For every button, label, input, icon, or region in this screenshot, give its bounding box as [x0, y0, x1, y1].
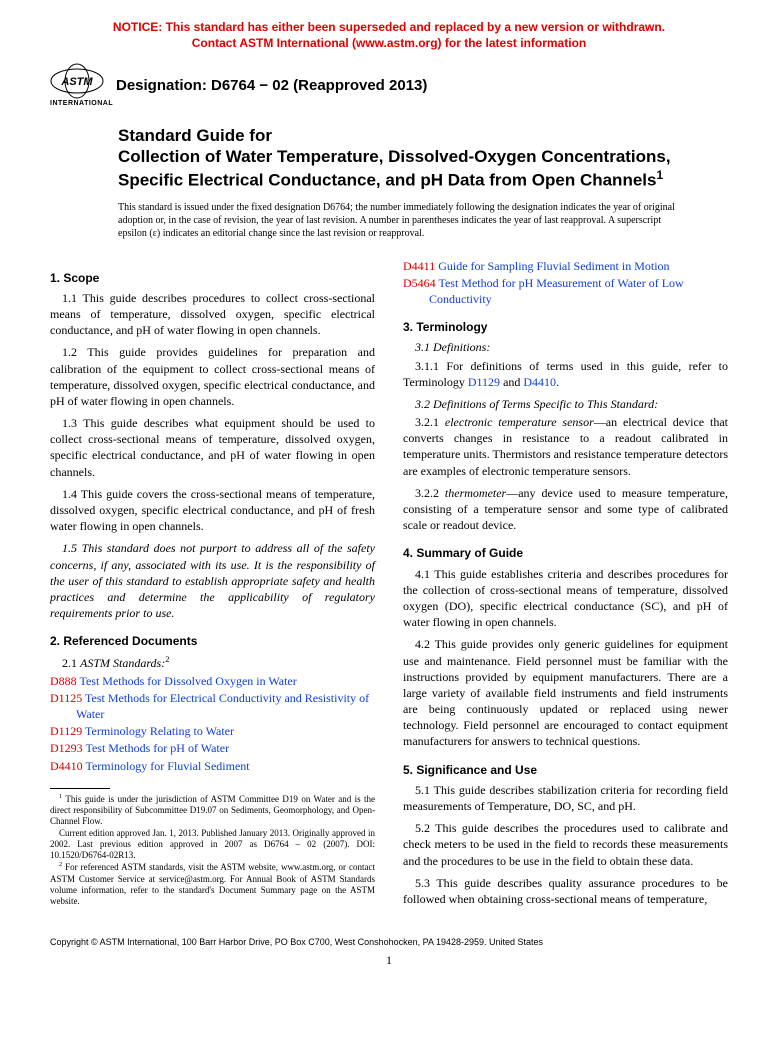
- ref-item: D1129 Terminology Relating to Water: [50, 723, 375, 739]
- footnote-rule: [50, 788, 110, 789]
- para-4-2: 4.2 This guide provides only generic gui…: [403, 636, 728, 749]
- page-number: 1: [50, 953, 728, 968]
- notice-line-2: Contact ASTM International (www.astm.org…: [192, 36, 586, 50]
- astm-logo: ASTM INTERNATIONAL: [50, 63, 104, 107]
- title-lead: Standard Guide for: [118, 125, 728, 146]
- footnote-1-text: This guide is under the jurisdiction of …: [50, 794, 375, 827]
- ref-title[interactable]: Guide for Sampling Fluvial Sediment in M…: [438, 259, 669, 273]
- ref-item: D5464 Test Method for pH Measurement of …: [403, 275, 728, 307]
- ref-code[interactable]: D888: [50, 674, 77, 688]
- para-3-2-2: 3.2.2 thermometer—any device used to mea…: [403, 485, 728, 534]
- designation: Designation: D6764 − 02 (Reapproved 2013…: [116, 77, 427, 94]
- section-2-head: 2. Referenced Documents: [50, 633, 375, 649]
- para-5-1: 5.1 This guide describes stabilization c…: [403, 782, 728, 814]
- para-1-3: 1.3 This guide describes what equipment …: [50, 415, 375, 480]
- para-3-2-1-num: 3.2.1: [415, 415, 445, 429]
- astm-logo-icon: ASTM: [50, 63, 104, 99]
- issuance-note: This standard is issued under the fixed …: [118, 201, 688, 240]
- section-5-head: 5. Significance and Use: [403, 762, 728, 778]
- ref-title[interactable]: Test Methods for pH of Water: [85, 741, 229, 755]
- ref-code[interactable]: D1129: [50, 724, 82, 738]
- left-column: 1. Scope 1.1 This guide describes proced…: [50, 258, 375, 914]
- para-4-1: 4.1 This guide establishes criteria and …: [403, 566, 728, 631]
- section-1-head: 1. Scope: [50, 270, 375, 286]
- ref-list-left: D888 Test Methods for Dissolved Oxygen i…: [50, 673, 375, 774]
- ref-item: D4411 Guide for Sampling Fluvial Sedimen…: [403, 258, 728, 274]
- para-1-5: 1.5 This standard does not purport to ad…: [50, 540, 375, 621]
- page: NOTICE: This standard has either been su…: [0, 0, 778, 988]
- para-1-4: 1.4 This guide covers the cross-sectiona…: [50, 486, 375, 535]
- footnote-1b: Current edition approved Jan. 1, 2013. P…: [50, 828, 375, 862]
- ref-item: D4410 Terminology for Fluvial Sediment: [50, 758, 375, 774]
- link-d4410[interactable]: D4410: [523, 375, 556, 389]
- para-5-3: 5.3 This guide describes quality assuran…: [403, 875, 728, 907]
- para-3-1-1-b: .: [556, 375, 559, 389]
- ref-list-right: D4411 Guide for Sampling Fluvial Sedimen…: [403, 258, 728, 308]
- ref-code[interactable]: D1125: [50, 691, 82, 705]
- para-3-2-1: 3.2.1 electronic temperature sensor—an e…: [403, 414, 728, 479]
- para-1-2: 1.2 This guide provides guidelines for p…: [50, 344, 375, 409]
- ref-code[interactable]: D1293: [50, 741, 83, 755]
- term-thermometer: thermometer: [445, 486, 506, 500]
- section-3-head: 3. Terminology: [403, 319, 728, 335]
- ref-title[interactable]: Terminology for Fluvial Sediment: [85, 759, 249, 773]
- ref-code[interactable]: D5464: [403, 276, 436, 290]
- para-2-1-label: ASTM Standards:: [80, 656, 165, 670]
- para-3-1-1-a: 3.1.1 For definitions of terms used in t…: [403, 359, 728, 389]
- para-3-1: 3.1 Definitions:: [403, 339, 728, 355]
- header-row: ASTM INTERNATIONAL Designation: D6764 − …: [50, 63, 728, 107]
- title-block: Standard Guide for Collection of Water T…: [118, 125, 728, 190]
- title-main: Collection of Water Temperature, Dissolv…: [118, 146, 728, 190]
- para-5-2: 5.2 This guide describes the procedures …: [403, 820, 728, 869]
- para-3-2-2-num: 3.2.2: [415, 486, 445, 500]
- footnote-2: 2 For referenced ASTM standards, visit t…: [50, 861, 375, 907]
- logo-label: INTERNATIONAL: [50, 100, 104, 107]
- ref-title[interactable]: Test Method for pH Measurement of Water …: [429, 276, 684, 306]
- notice-banner: NOTICE: This standard has either been su…: [50, 20, 728, 51]
- two-column-body: 1. Scope 1.1 This guide describes proced…: [50, 258, 728, 914]
- footnote-2-text: For referenced ASTM standards, visit the…: [50, 862, 375, 906]
- para-3-1-1: 3.1.1 For definitions of terms used in t…: [403, 358, 728, 390]
- title-sup: 1: [656, 168, 663, 182]
- ref-title[interactable]: Test Methods for Electrical Conductivity…: [76, 691, 369, 721]
- svg-text:ASTM: ASTM: [60, 76, 93, 88]
- ref-code[interactable]: D4411: [403, 259, 435, 273]
- para-2-1: 2.1 ASTM Standards:2: [50, 654, 375, 671]
- ref-item: D1293 Test Methods for pH of Water: [50, 740, 375, 756]
- para-3-2: 3.2 Definitions of Terms Specific to Thi…: [403, 396, 728, 412]
- ref-title[interactable]: Test Methods for Dissolved Oxygen in Wat…: [79, 674, 296, 688]
- term-electronic-temp-sensor: electronic temperature sensor: [445, 415, 594, 429]
- ref-title[interactable]: Terminology Relating to Water: [85, 724, 234, 738]
- footnote-1: 1 This guide is under the jurisdiction o…: [50, 793, 375, 828]
- right-column: D4411 Guide for Sampling Fluvial Sedimen…: [403, 258, 728, 914]
- link-d1129[interactable]: D1129: [468, 375, 500, 389]
- ref-item: D888 Test Methods for Dissolved Oxygen i…: [50, 673, 375, 689]
- notice-line-1: NOTICE: This standard has either been su…: [113, 20, 665, 34]
- para-3-1-1-mid: and: [500, 375, 523, 389]
- ref-item: D1125 Test Methods for Electrical Conduc…: [50, 690, 375, 722]
- section-4-head: 4. Summary of Guide: [403, 545, 728, 561]
- title-main-text: Collection of Water Temperature, Dissolv…: [118, 147, 671, 189]
- copyright-line: Copyright © ASTM International, 100 Barr…: [50, 937, 728, 947]
- ref-code[interactable]: D4410: [50, 759, 83, 773]
- para-2-1-sup: 2: [165, 655, 169, 664]
- para-2-1-num: 2.1: [62, 656, 80, 670]
- para-1-1: 1.1 This guide describes procedures to c…: [50, 290, 375, 339]
